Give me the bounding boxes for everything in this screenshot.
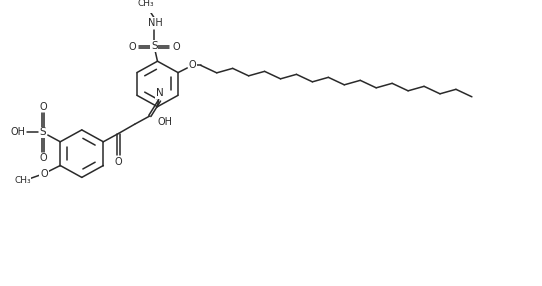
Text: S: S xyxy=(151,41,158,51)
Text: O: O xyxy=(115,157,122,167)
Text: CH₃: CH₃ xyxy=(14,176,31,185)
Text: O: O xyxy=(40,169,48,179)
Text: O: O xyxy=(39,153,47,163)
Text: N: N xyxy=(156,88,164,98)
Text: OH: OH xyxy=(158,117,172,127)
Text: CH₃: CH₃ xyxy=(137,0,154,8)
Text: OH: OH xyxy=(11,128,25,138)
Text: O: O xyxy=(129,42,137,52)
Text: O: O xyxy=(172,42,179,52)
Text: O: O xyxy=(188,60,196,70)
Text: NH: NH xyxy=(148,18,163,28)
Text: O: O xyxy=(39,102,47,112)
Text: S: S xyxy=(40,128,46,138)
